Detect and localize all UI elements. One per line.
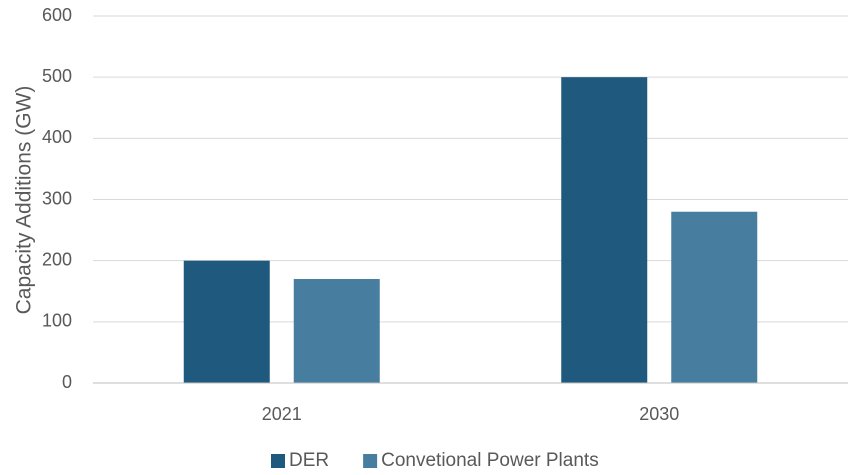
legend: DER Convetional Power Plants bbox=[271, 450, 599, 471]
legend-label: DER bbox=[289, 450, 329, 471]
bar-convetional-power-plants-2030 bbox=[671, 211, 758, 383]
x-tick-label: 2030 bbox=[639, 404, 679, 424]
x-tick-label: 2021 bbox=[262, 404, 302, 424]
x-axis-ticks: 2021 2030 bbox=[262, 404, 680, 424]
legend-swatch bbox=[363, 454, 378, 468]
y-axis-label: Capacity Additions (GW) bbox=[13, 86, 36, 315]
y-axis-ticks: 0 100 200 300 400 500 600 bbox=[42, 5, 72, 392]
y-tick-label: 100 bbox=[42, 311, 72, 331]
y-tick-label: 300 bbox=[42, 188, 72, 208]
y-tick-label: 500 bbox=[42, 66, 72, 86]
y-tick-label: 200 bbox=[42, 249, 72, 269]
bars bbox=[183, 77, 758, 384]
bar-convetional-power-plants-2021 bbox=[293, 279, 380, 383]
legend-label: Convetional Power Plants bbox=[381, 450, 599, 471]
y-tick-label: 400 bbox=[42, 127, 72, 147]
y-tick-label: 0 bbox=[62, 372, 72, 392]
bar-der-2030 bbox=[561, 77, 648, 384]
bar-der-2021 bbox=[183, 260, 270, 383]
legend-swatch bbox=[271, 454, 285, 468]
y-tick-label: 600 bbox=[42, 5, 72, 25]
